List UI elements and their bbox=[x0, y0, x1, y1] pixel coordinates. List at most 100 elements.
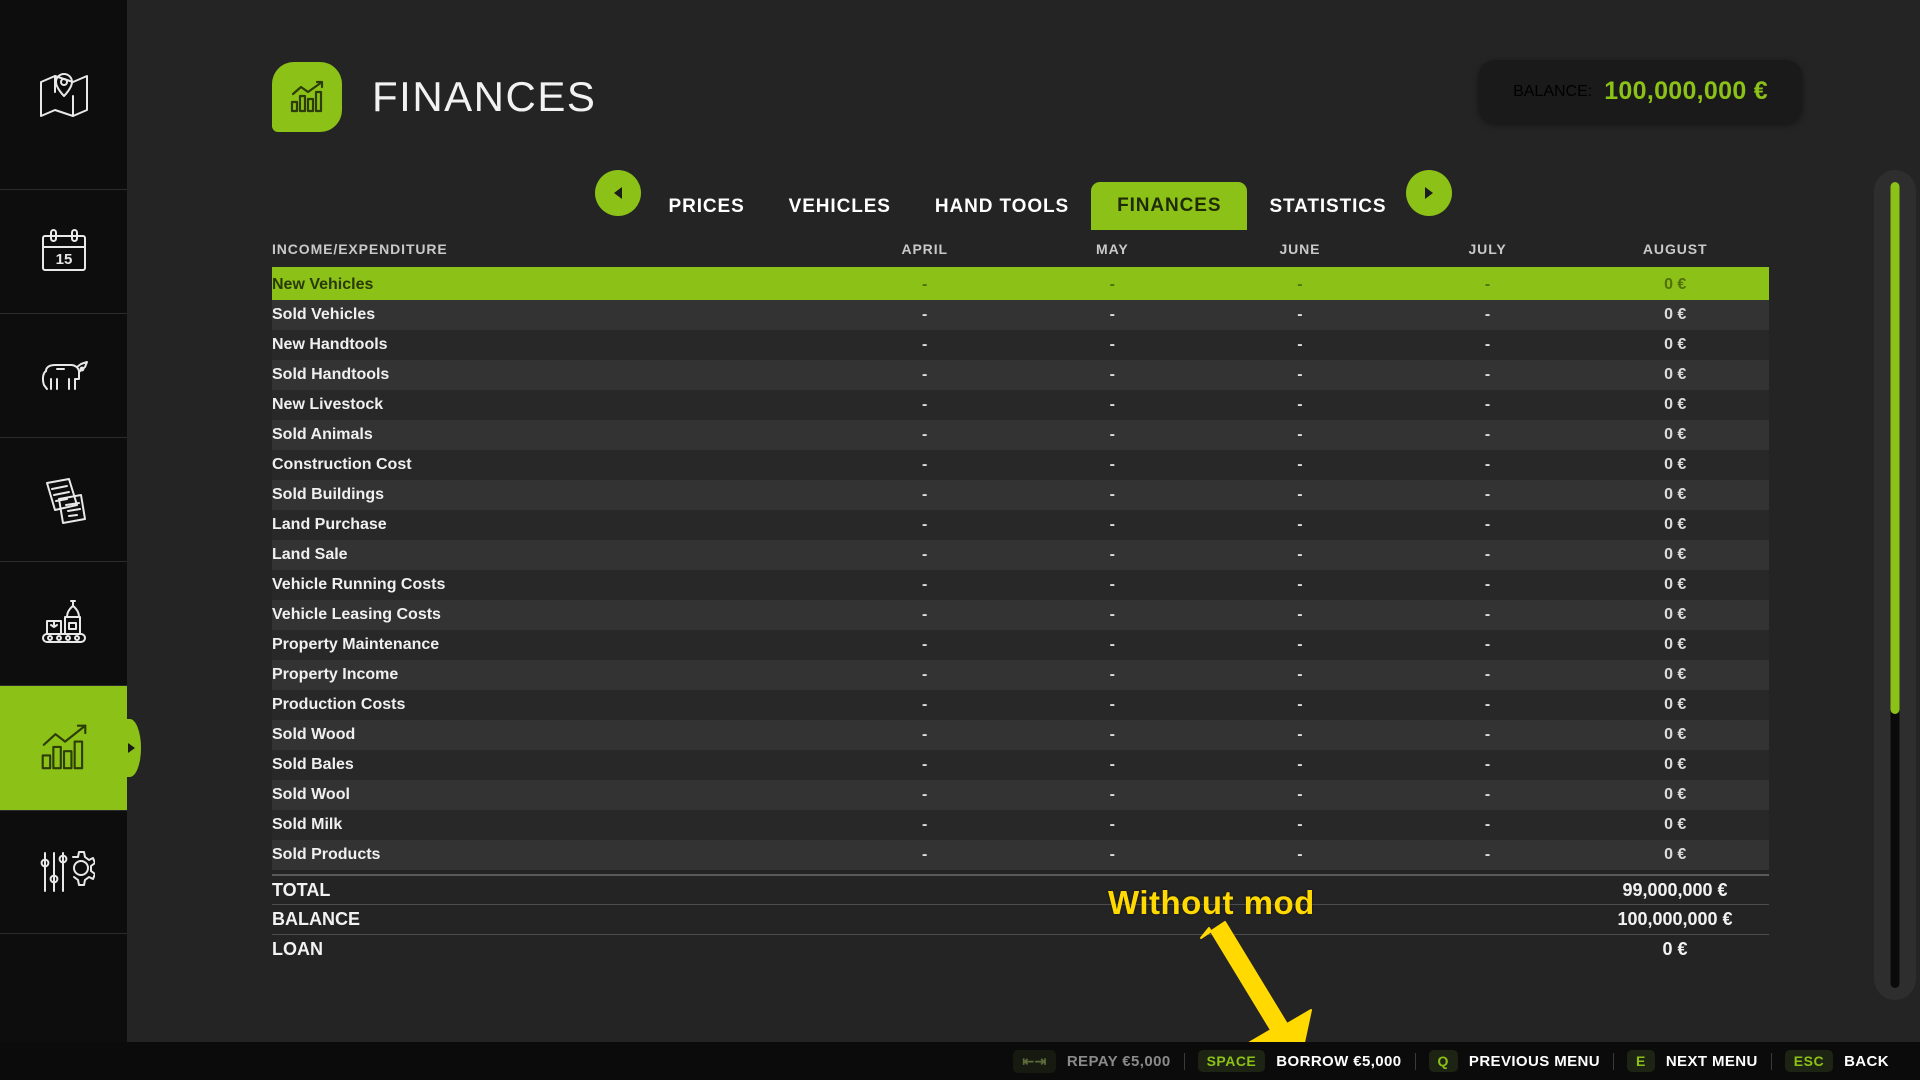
sidebar-item-map[interactable] bbox=[0, 0, 127, 190]
sidebar-item-animals[interactable] bbox=[0, 314, 127, 438]
row-label: Sold Wool bbox=[272, 786, 350, 803]
scrollbar[interactable] bbox=[1874, 170, 1916, 1000]
table-row[interactable]: Sold Milk - - - - 0 € bbox=[272, 810, 1769, 840]
row-cell: - bbox=[1297, 306, 1303, 323]
summary-label: TOTAL bbox=[272, 879, 331, 900]
sidebar-item-calendar[interactable]: 15 bbox=[0, 190, 127, 314]
key-cap: ESC bbox=[1784, 1050, 1834, 1072]
sidebar-item-production[interactable] bbox=[0, 562, 127, 686]
sidebar: 15 bbox=[0, 0, 141, 1080]
key-cap: E bbox=[1626, 1050, 1655, 1072]
table-row[interactable]: Sold Buildings - - - - 0 € bbox=[272, 480, 1769, 510]
summary-row-total: TOTAL 99,000,000 € bbox=[272, 874, 1769, 904]
table-row[interactable]: Sold Wool - - - - 0 € bbox=[272, 780, 1769, 810]
row-cell: - bbox=[1109, 636, 1115, 653]
row-label: New Livestock bbox=[272, 396, 384, 413]
summary-row-loan: LOAN 0 € bbox=[272, 934, 1769, 964]
row-cell: - bbox=[922, 486, 928, 503]
table-row[interactable]: Sold Bales - - - - 0 € bbox=[272, 750, 1769, 780]
row-cell: - bbox=[1484, 666, 1491, 683]
sidebar-item-settings[interactable] bbox=[0, 810, 127, 934]
summary-value: 99,000,000 € bbox=[1622, 879, 1728, 900]
row-cell: - bbox=[922, 276, 928, 293]
row-cell: - bbox=[1297, 726, 1303, 743]
table-row[interactable]: Sold Products - - - - 0 € bbox=[272, 840, 1769, 870]
row-cell: 0 € bbox=[1664, 846, 1687, 863]
row-cell: - bbox=[1109, 396, 1115, 413]
column-header-august: AUGUST bbox=[1642, 240, 1708, 257]
help-item-borrow-5-000[interactable]: SPACE BORROW €5,000 bbox=[1185, 1050, 1415, 1072]
table-row[interactable]: Production Costs - - - - 0 € bbox=[272, 690, 1769, 720]
table-row[interactable]: Construction Cost - - - - 0 € bbox=[272, 450, 1769, 480]
previous-tab-button[interactable] bbox=[595, 170, 641, 216]
column-header-income-expenditure: INCOME/EXPENDITURE bbox=[272, 240, 448, 257]
header: FINANCES BALANCE: 100,000,000 € bbox=[127, 0, 1920, 170]
tab-prices[interactable]: PRICES bbox=[668, 196, 745, 217]
tab-statistics[interactable]: STATISTICS bbox=[1269, 196, 1387, 217]
row-cell: 0 € bbox=[1664, 666, 1687, 683]
row-cell: - bbox=[922, 606, 928, 623]
row-cell: - bbox=[1297, 846, 1303, 863]
table-row[interactable]: Sold Wood - - - - 0 € bbox=[272, 720, 1769, 750]
table-row[interactable]: Vehicle Leasing Costs - - - - 0 € bbox=[272, 600, 1769, 630]
tab-finances[interactable]: FINANCES bbox=[1091, 182, 1248, 230]
calendar-icon: 15 bbox=[33, 221, 95, 283]
row-cell: - bbox=[1484, 366, 1491, 383]
help-item-next-menu[interactable]: E NEXT MENU bbox=[1614, 1050, 1771, 1072]
annotation-label: Without mod bbox=[1108, 884, 1315, 921]
table-row[interactable]: Property Income - - - - 0 € bbox=[272, 660, 1769, 690]
tab-vehicles[interactable]: VEHICLES bbox=[788, 196, 891, 217]
row-cell: - bbox=[1109, 366, 1115, 383]
table-row[interactable]: Land Sale - - - - 0 € bbox=[272, 540, 1769, 570]
row-cell: - bbox=[922, 396, 928, 413]
column-header-may: MAY bbox=[1096, 240, 1129, 257]
table-row[interactable]: Sold Vehicles - - - - 0 € bbox=[272, 300, 1769, 330]
row-cell: - bbox=[1297, 456, 1303, 473]
row-label: Vehicle Leasing Costs bbox=[272, 606, 441, 623]
row-label: Sold Buildings bbox=[272, 486, 384, 503]
row-cell: - bbox=[922, 696, 928, 713]
summary-label: BALANCE bbox=[272, 909, 360, 929]
row-cell: - bbox=[1297, 366, 1303, 383]
bar-chart-icon bbox=[272, 62, 342, 132]
table-row[interactable]: New Vehicles - - - - 0 € bbox=[272, 270, 1769, 300]
row-cell: 0 € bbox=[1664, 636, 1687, 653]
sidebar-item-finances[interactable] bbox=[0, 686, 141, 810]
row-cell: 0 € bbox=[1664, 756, 1687, 773]
row-cell: - bbox=[1297, 816, 1303, 833]
balance-value: 100,000,000 € bbox=[1604, 77, 1768, 105]
row-cell: - bbox=[1109, 726, 1115, 743]
row-cell: - bbox=[1109, 666, 1115, 683]
row-cell: - bbox=[1109, 756, 1115, 773]
row-cell: - bbox=[1109, 486, 1115, 503]
row-cell: 0 € bbox=[1664, 726, 1687, 743]
row-label: Sold Milk bbox=[272, 816, 343, 833]
table-row[interactable]: Sold Handtools - - - - 0 € bbox=[272, 360, 1769, 390]
scrollbar-thumb[interactable] bbox=[1890, 182, 1900, 714]
row-cell: - bbox=[1484, 276, 1491, 293]
table-row[interactable]: Sold Animals - - - - 0 € bbox=[272, 420, 1769, 450]
row-label: Property Maintenance bbox=[272, 636, 440, 653]
help-item-previous-menu[interactable]: Q PREVIOUS MENU bbox=[1416, 1050, 1613, 1072]
row-cell: - bbox=[1484, 816, 1491, 833]
tab-hand-tools[interactable]: HAND TOOLS bbox=[934, 196, 1070, 217]
table-row[interactable]: New Handtools - - - - 0 € bbox=[272, 330, 1769, 360]
sidebar-item-contracts[interactable] bbox=[0, 438, 127, 562]
row-cell: - bbox=[1484, 636, 1491, 653]
table-row[interactable]: Property Maintenance - - - - 0 € bbox=[272, 630, 1769, 660]
row-cell: - bbox=[1484, 426, 1491, 443]
row-label: Sold Handtools bbox=[272, 366, 390, 383]
help-item-repay-5-000[interactable]: ⇤⇥ REPAY €5,000 bbox=[1000, 1049, 1183, 1073]
key-cap: SPACE bbox=[1197, 1050, 1266, 1072]
production-icon bbox=[33, 593, 95, 655]
table-row[interactable]: New Livestock - - - - 0 € bbox=[272, 390, 1769, 420]
help-item-back[interactable]: ESC BACK bbox=[1772, 1050, 1902, 1072]
table-row[interactable]: Land Purchase - - - - 0 € bbox=[272, 510, 1769, 540]
row-cell: - bbox=[1297, 336, 1303, 353]
next-tab-button[interactable] bbox=[1406, 170, 1452, 216]
table-row[interactable]: Vehicle Running Costs - - - - 0 € bbox=[272, 570, 1769, 600]
table-header-row: INCOME/EXPENDITURE APRIL MAY JUNE JULY AUGUST bbox=[272, 230, 1769, 270]
scrollbar-track[interactable] bbox=[1890, 182, 1900, 988]
row-cell: - bbox=[1484, 606, 1491, 623]
